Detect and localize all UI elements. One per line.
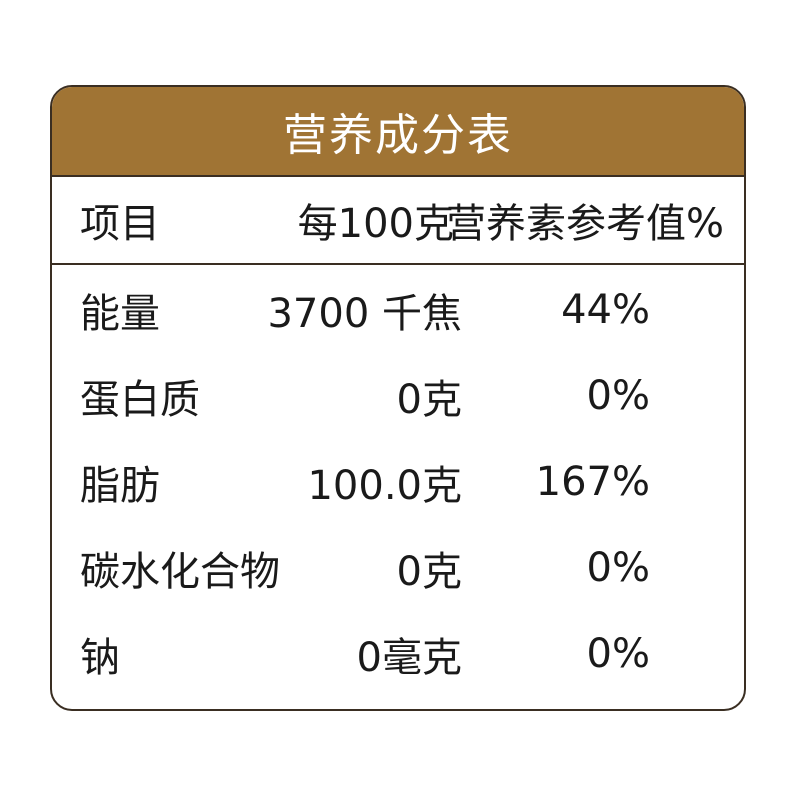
table-body: 能量 3700 千焦 44% 蛋白质 0克 0% 脂肪 100.0克 167% …	[52, 265, 744, 697]
row-amount: 0毫克	[356, 635, 462, 681]
nutrition-facts-table: 营养成分表 项目 每100克 营养素参考值% 能量 3700 千焦 44% 蛋白…	[50, 85, 746, 711]
row-item-name: 能量	[80, 291, 160, 337]
column-header-per-100g: 每100克	[297, 201, 454, 247]
row-item-name: 碳水化合物	[80, 549, 280, 595]
row-nrv: 0%	[586, 373, 650, 419]
table-row: 能量 3700 千焦 44%	[52, 267, 744, 353]
table-row: 蛋白质 0克 0%	[52, 353, 744, 439]
row-nrv: 0%	[586, 545, 650, 591]
row-nrv: 167%	[535, 459, 650, 505]
row-nrv: 0%	[586, 631, 650, 677]
row-amount: 0克	[396, 377, 462, 423]
row-item-name: 蛋白质	[80, 377, 200, 423]
table-row: 碳水化合物 0克 0%	[52, 525, 744, 611]
row-item-name: 钠	[80, 635, 120, 681]
row-amount: 100.0克	[307, 463, 462, 509]
row-nrv: 44%	[561, 287, 650, 333]
table-title: 营养成分表	[52, 87, 744, 177]
table-header-row: 项目 每100克 营养素参考值%	[52, 177, 744, 265]
column-header-item: 项目	[80, 201, 160, 247]
row-item-name: 脂肪	[80, 463, 160, 509]
table-row: 钠 0毫克 0%	[52, 611, 744, 697]
column-header-nrv: 营养素参考值%	[445, 201, 724, 247]
row-amount: 3700 千焦	[267, 291, 462, 337]
row-amount: 0克	[396, 549, 462, 595]
table-row: 脂肪 100.0克 167%	[52, 439, 744, 525]
